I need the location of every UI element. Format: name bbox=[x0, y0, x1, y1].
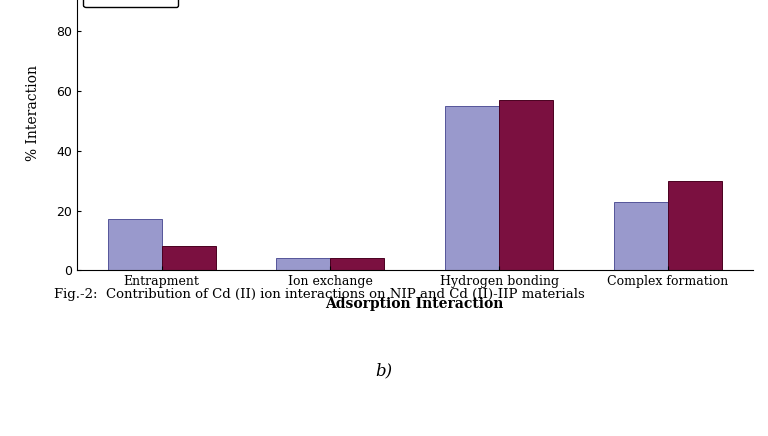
Bar bbox=[161, 246, 216, 270]
Bar bbox=[330, 259, 384, 270]
Bar bbox=[614, 201, 668, 270]
Bar bbox=[499, 100, 553, 270]
Text: Fig.-2:  Contribution of Cd (II) ion interactions on NIP and Cd (II)-IIP materia: Fig.-2: Contribution of Cd (II) ion inte… bbox=[54, 288, 584, 301]
Y-axis label: % Interaction: % Interaction bbox=[26, 65, 40, 161]
Bar bbox=[445, 106, 499, 270]
Bar bbox=[108, 219, 161, 270]
Bar bbox=[668, 181, 722, 270]
X-axis label: Adsorption Interaction: Adsorption Interaction bbox=[326, 296, 504, 310]
Text: b): b) bbox=[376, 362, 392, 379]
Bar bbox=[276, 259, 330, 270]
Legend: NIP, Cd(II-IIP): NIP, Cd(II-IIP) bbox=[83, 0, 178, 7]
